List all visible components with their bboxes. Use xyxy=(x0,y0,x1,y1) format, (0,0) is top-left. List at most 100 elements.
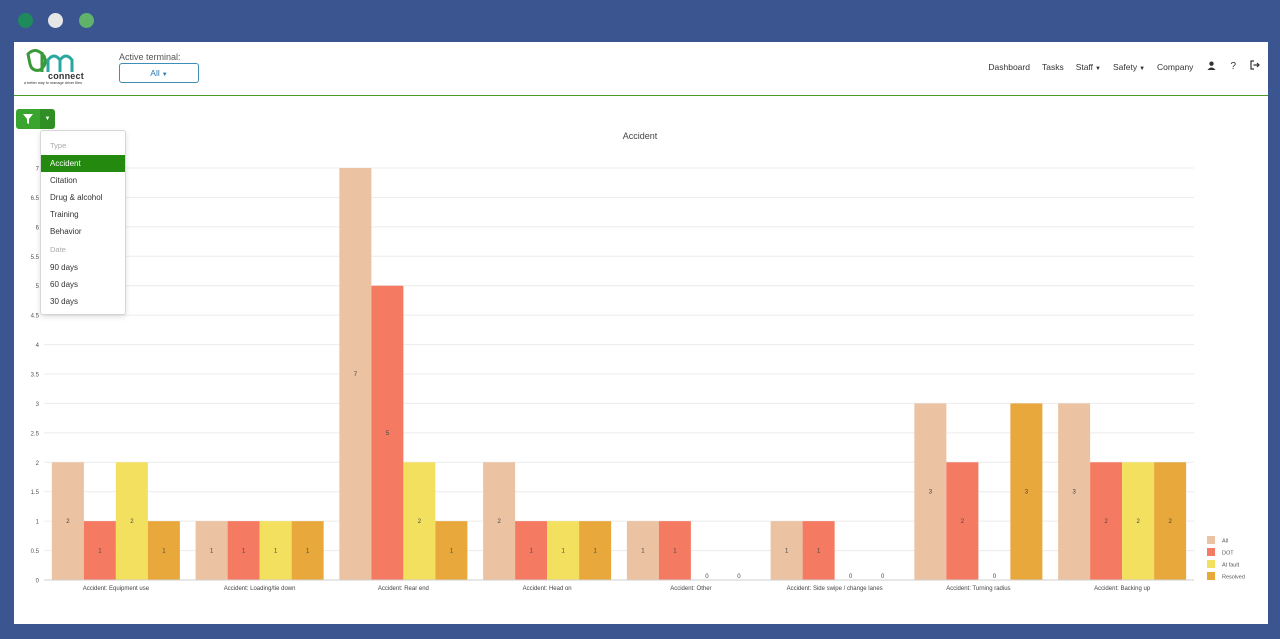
main-nav: Dashboard Tasks Staff ▼ Safety ▼ Company ? xyxy=(976,60,1260,73)
bar-value-label: 2 xyxy=(130,519,134,525)
logout-icon[interactable] xyxy=(1250,60,1260,73)
y-tick-label: 0.5 xyxy=(31,549,40,555)
bar xyxy=(770,521,803,580)
logo-text: connect xyxy=(48,71,84,81)
chevron-down-icon: ▼ xyxy=(1095,65,1101,72)
bar-value-label: 2 xyxy=(418,519,422,525)
x-category-label: Accident: Side swipe / change lanes xyxy=(787,586,883,592)
filter-button[interactable] xyxy=(16,109,40,129)
app-window: connect a better way to manage driver fi… xyxy=(14,42,1268,624)
bar xyxy=(1122,462,1155,580)
bar xyxy=(547,521,580,580)
menu-item-behavior[interactable]: Behavior xyxy=(50,227,82,236)
bar-value-label: 0 xyxy=(881,574,885,580)
bar-value-label: 3 xyxy=(1025,490,1029,496)
bar xyxy=(51,462,84,580)
bar-value-label: 1 xyxy=(593,549,597,555)
y-tick-label: 2 xyxy=(36,461,40,467)
bar xyxy=(259,521,292,580)
bar-value-label: 7 xyxy=(354,372,358,378)
nav-dashboard[interactable]: Dashboard xyxy=(988,61,1030,72)
x-category-label: Accident: Backing up xyxy=(1094,586,1151,592)
bar xyxy=(115,462,148,580)
y-tick-label: 2.5 xyxy=(31,431,40,437)
window-close-dot[interactable] xyxy=(18,13,33,28)
bar-value-label: 5 xyxy=(386,431,390,437)
x-category-label: Accident: Rear end xyxy=(378,586,429,592)
bar-value-label: 2 xyxy=(961,519,965,525)
nav-safety[interactable]: Safety ▼ xyxy=(1112,61,1146,72)
window-maximize-dot[interactable] xyxy=(79,13,94,28)
window-minimize-dot[interactable] xyxy=(48,13,63,28)
bar-value-label: 2 xyxy=(66,519,70,525)
bar xyxy=(195,521,228,580)
filter-icon xyxy=(23,114,33,124)
user-icon[interactable] xyxy=(1207,61,1216,73)
filter-dropdown-toggle[interactable]: ▼ xyxy=(40,109,55,129)
x-category-label: Accident: Turning radius xyxy=(946,586,1010,592)
bar-value-label: 1 xyxy=(817,549,821,555)
menu-item-60-days[interactable]: 60 days xyxy=(50,280,79,289)
bar xyxy=(626,521,659,580)
bar-value-label: 2 xyxy=(1136,519,1140,525)
filter-dropdown-menu: Type Accident Citation Drug & alcohol Tr… xyxy=(40,130,126,315)
bar-value-label: 3 xyxy=(1072,490,1076,496)
chart-title: Accident xyxy=(623,131,658,141)
terminal-select[interactable]: All ▼ xyxy=(119,63,199,83)
bar-value-label: 1 xyxy=(242,549,246,555)
menu-item-90-days[interactable]: 90 days xyxy=(50,263,79,272)
bar-value-label: 1 xyxy=(306,549,310,555)
bar-value-label: 0 xyxy=(849,574,853,580)
bar xyxy=(435,521,468,580)
menu-item-30-days[interactable]: 30 days xyxy=(50,297,79,306)
chevron-down-icon: ▼ xyxy=(161,72,168,78)
bar-value-label: 1 xyxy=(162,549,166,555)
y-tick-label: 5 xyxy=(36,284,40,290)
legend-label: Resolved xyxy=(1222,575,1245,581)
bar-value-label: 1 xyxy=(785,549,789,555)
bar xyxy=(339,168,372,580)
x-category-label: Accident: Head on xyxy=(523,586,572,592)
bar-value-label: 2 xyxy=(1104,519,1108,525)
nav-tasks[interactable]: Tasks xyxy=(1041,61,1064,72)
terminal-label: Active terminal: xyxy=(119,52,181,62)
x-category-label: Accident: Other xyxy=(670,586,711,592)
dropdown-header-type: Type xyxy=(50,141,67,150)
bar-value-label: 1 xyxy=(210,549,214,555)
menu-item-accident[interactable]: Accident xyxy=(41,155,125,172)
y-tick-label: 4 xyxy=(36,343,40,349)
chevron-down-icon: ▼ xyxy=(44,116,51,122)
legend-label: At fault xyxy=(1222,563,1240,569)
bar xyxy=(83,521,116,580)
dropdown-header-date: Date xyxy=(50,245,66,254)
y-tick-label: 6 xyxy=(36,225,40,231)
help-icon[interactable]: ? xyxy=(1230,61,1236,72)
bar xyxy=(291,521,324,580)
bar-value-label: 1 xyxy=(98,549,102,555)
bar-value-label: 0 xyxy=(737,574,741,580)
menu-item-citation[interactable]: Citation xyxy=(50,176,78,185)
y-tick-label: 1 xyxy=(36,520,40,526)
y-tick-label: 5.5 xyxy=(31,255,40,261)
bar xyxy=(658,521,691,580)
x-category-label: Accident: Loading/tie down xyxy=(224,586,296,592)
bar xyxy=(1010,403,1043,580)
bar-value-label: 1 xyxy=(561,549,565,555)
bar-value-label: 2 xyxy=(1168,519,1172,525)
top-navbar: connect a better way to manage driver fi… xyxy=(14,42,1268,96)
bar xyxy=(483,462,516,580)
dm-connect-logo[interactable] xyxy=(24,48,94,88)
menu-item-training[interactable]: Training xyxy=(50,210,79,219)
bar xyxy=(1090,462,1123,580)
y-tick-label: 4.5 xyxy=(31,314,40,320)
bar-value-label: 1 xyxy=(641,549,645,555)
y-tick-label: 1.5 xyxy=(31,490,40,496)
bar xyxy=(579,521,612,580)
y-tick-label: 0 xyxy=(36,579,40,585)
legend-swatch xyxy=(1207,548,1215,556)
menu-item-drug-alcohol[interactable]: Drug & alcohol xyxy=(50,193,103,202)
bar-value-label: 3 xyxy=(929,490,933,496)
nav-company[interactable]: Company xyxy=(1157,61,1194,72)
nav-staff[interactable]: Staff ▼ xyxy=(1075,61,1101,72)
bar-value-label: 1 xyxy=(529,549,533,555)
